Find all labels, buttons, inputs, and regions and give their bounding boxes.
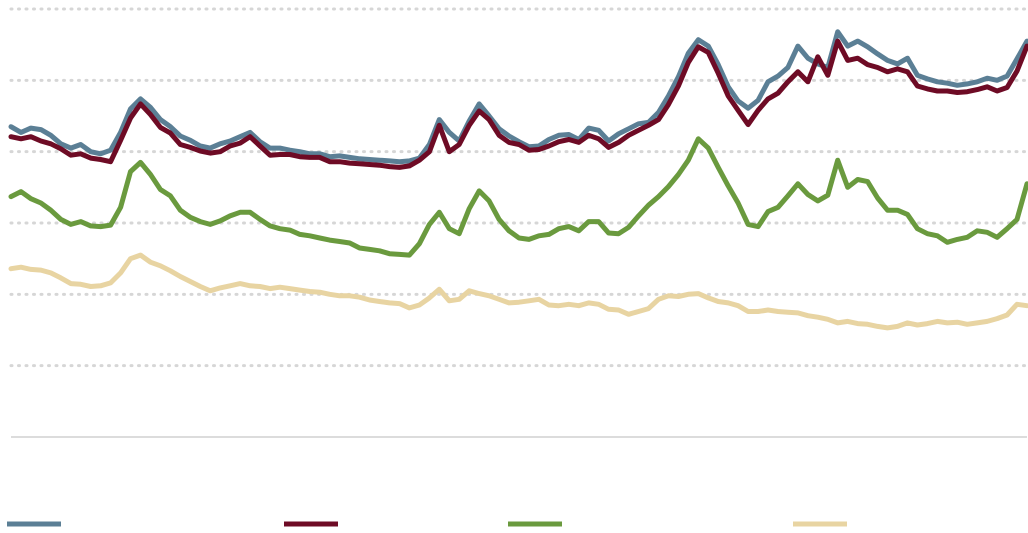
series-line-2 — [8, 38, 1028, 170]
series-line-4 — [8, 252, 1028, 331]
series-line-3 — [8, 136, 1028, 258]
series-lines — [8, 29, 1028, 331]
series-line-1 — [8, 29, 1028, 165]
gridlines — [9, 7, 1028, 438]
